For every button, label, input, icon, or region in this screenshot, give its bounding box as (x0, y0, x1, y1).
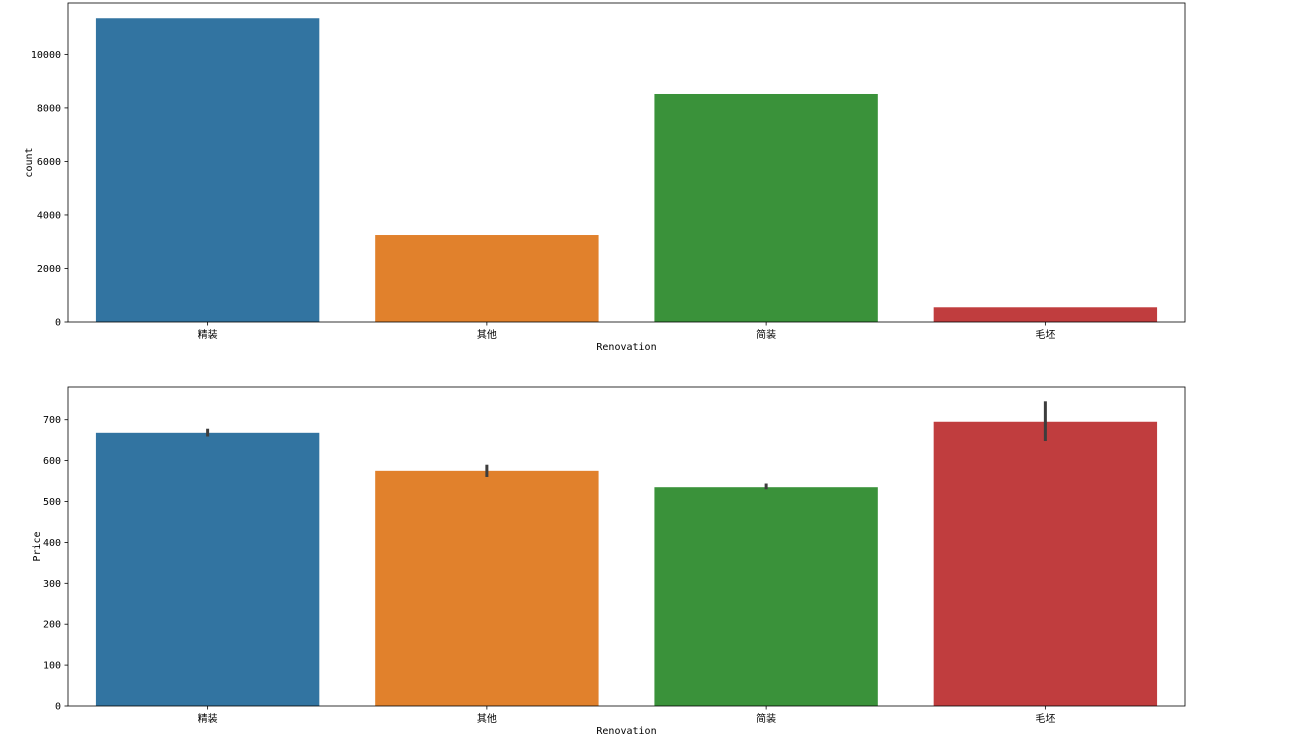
count-y-tick-label-2: 4000 (37, 210, 61, 221)
count-x-tick-label-1: 其他 (477, 328, 497, 341)
count-axes-frame (67, 2, 1186, 323)
price-y-axis-label: Price (32, 531, 43, 561)
price-bar-2 (654, 487, 878, 706)
count-bar-2 (654, 93, 878, 323)
count-x-tick-label-2: 简装 (756, 328, 776, 341)
price-y-tick-label-0: 0 (55, 702, 61, 713)
price-x-tick-label-0: 精装 (198, 712, 218, 725)
price-bar-3 (933, 421, 1158, 706)
count-bar-chart: 0 2000 4000 6000 8000 10000 精装 其他 简装 毛坯 Renovation… (24, 2, 1186, 353)
price-y-tick-label-5: 500 (43, 497, 61, 508)
price-x-tick-label-3: 毛坯 (1035, 713, 1055, 725)
count-bar-1 (375, 235, 599, 322)
count-y-tick-label-4: 8000 (37, 103, 61, 114)
count-y-tick-label-3: 6000 (37, 157, 61, 168)
count-y-tick-label-1: 2000 (37, 264, 61, 275)
count-y-axis-label: count (24, 147, 35, 177)
price-bar-1 (375, 470, 599, 706)
price-y-tick-label-1: 100 (43, 661, 61, 672)
count-x-tick-label-3: 毛坯 (1035, 329, 1055, 341)
price-y-tick-label-2: 200 (43, 620, 61, 631)
price-y-tick-label-4: 400 (43, 538, 61, 549)
price-bar-0 (95, 432, 320, 706)
price-x-tick-label-1: 其他 (477, 712, 497, 725)
count-x-tick-label-0: 精装 (198, 328, 218, 341)
price-x-axis-label: Renovation (596, 726, 656, 737)
price-x-tick-label-2: 简装 (756, 712, 776, 725)
count-y-tick-label-0: 0 (55, 318, 61, 329)
price-bar-chart: 0 100 200 300 400 500 600 700 精装 其他 简装 毛坯 Renovation… (32, 386, 1186, 737)
count-bar-3 (933, 307, 1158, 322)
count-bar-0 (95, 18, 320, 322)
price-y-tick-label-3: 300 (43, 579, 61, 590)
price-axes-frame (67, 386, 1186, 707)
count-y-tick-label-5: 10000 (31, 50, 61, 61)
price-y-tick-label-7: 700 (43, 415, 61, 426)
count-x-axis-label: Renovation (596, 342, 656, 353)
price-y-tick-label-6: 600 (43, 456, 61, 467)
